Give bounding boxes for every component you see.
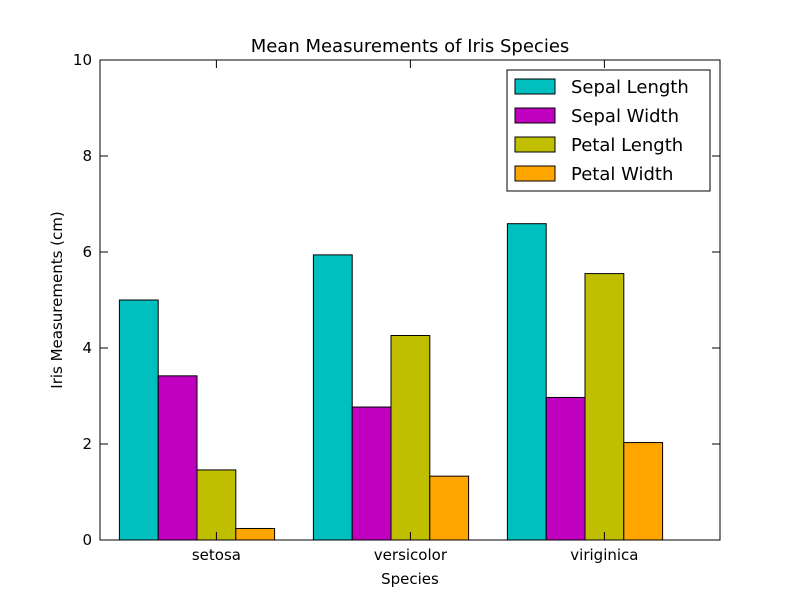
- bar-petal-length-versicolor: [390, 335, 431, 541]
- y-tick-label: 4: [82, 339, 92, 357]
- legend-label-petal-width: Petal Width: [571, 164, 673, 185]
- bar-sepal-length-versicolor: [312, 254, 353, 541]
- bar-petal-length-setosa: [196, 469, 237, 541]
- y-tick-label: 2: [82, 435, 92, 453]
- y-tick-label: 8: [82, 147, 92, 165]
- y-axis-title: Iris Measurements (cm): [48, 211, 66, 388]
- legend-swatch-sepal-width: [514, 107, 556, 124]
- ticks-layer: 0 2 4 6 8 10 setosa versicolor viriginica: [73, 51, 720, 564]
- legend-swatch-sepal-length: [514, 78, 556, 95]
- bar-sepal-width-viriginica: [545, 396, 586, 541]
- chart-title: Mean Measurements of Iris Species: [251, 36, 570, 57]
- y-tick-label: 10: [73, 51, 92, 69]
- bar-petal-width-viriginica: [623, 442, 664, 541]
- legend-label-sepal-width: Sepal Width: [571, 106, 679, 127]
- legend-swatch-petal-length: [514, 136, 556, 153]
- bars-layer: [118, 223, 664, 541]
- y-tick-label: 6: [82, 243, 92, 261]
- bar-petal-width-versicolor: [429, 475, 470, 541]
- bar-sepal-length-viriginica: [506, 223, 547, 541]
- y-tick-label: 0: [82, 531, 92, 549]
- x-tick-label: setosa: [192, 546, 241, 564]
- legend-label-petal-length: Petal Length: [571, 135, 683, 156]
- legend-label-sepal-length: Sepal Length: [571, 77, 689, 98]
- x-axis-title: Species: [381, 570, 439, 588]
- bar-sepal-length-setosa: [118, 299, 159, 541]
- bar-petal-width-setosa: [235, 527, 276, 541]
- legend-swatch-petal-width: [514, 165, 556, 182]
- bar-petal-length-viriginica: [584, 273, 625, 541]
- legend: Sepal Length Sepal Width Petal Length Petal…: [506, 69, 711, 192]
- x-tick-label: versicolor: [374, 546, 448, 564]
- bar-sepal-width-setosa: [157, 375, 198, 541]
- bar-sepal-width-versicolor: [351, 406, 392, 541]
- x-tick-label: viriginica: [570, 546, 638, 564]
